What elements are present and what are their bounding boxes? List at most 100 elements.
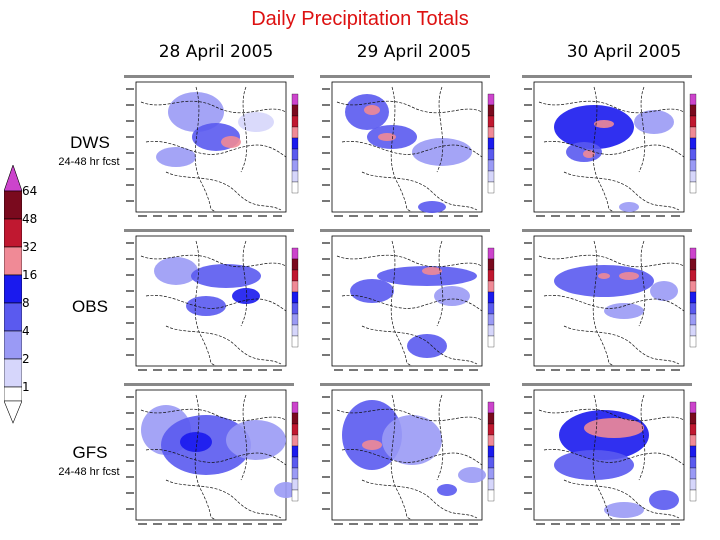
mini-colorbar-band [689,489,697,502]
precip-area [649,490,679,510]
lon-tick-label [551,215,560,217]
country-border [165,171,282,211]
lon-tick-label [671,369,680,371]
lat-tick-label [126,120,134,122]
lon-tick-label [581,523,590,525]
lat-tick-label [524,200,532,202]
precip-area [583,150,595,158]
mini-colorbar-band [487,456,495,469]
precip-area [650,281,678,301]
panel-caption-strip [522,75,692,78]
lat-tick-label [524,492,532,494]
legend-band-48-64 [4,190,22,220]
lat-tick-label [126,396,134,398]
lon-tick-label [364,523,373,525]
mini-colorbar-band [291,313,299,326]
lat-tick-label [322,476,330,478]
lat-tick-label [126,338,134,340]
country-border [194,86,217,213]
precip-area [634,110,674,134]
lat-tick-label [126,136,134,138]
panel-caption-strip [522,383,692,386]
lat-tick-label [126,184,134,186]
precip-area [180,432,212,452]
mini-colorbar-band [689,115,697,128]
precip-area [364,105,380,115]
row-sub-dws: 24-48 hr fcst [58,156,120,168]
column-title-30-april: 30 April 2005 [566,42,682,62]
mini-colorbar-band [689,247,697,260]
mini-colorbar-band [291,258,299,271]
lon-tick-label [168,523,177,525]
lat-tick-label [126,508,134,510]
mini-colorbar-band [487,93,495,106]
panel-caption-strip [124,383,294,386]
country-border [436,86,444,173]
country-border [543,140,685,158]
precip-area [434,286,470,306]
lon-tick-label [424,523,433,525]
country-border [145,294,287,312]
mini-colorbar-band [291,137,299,150]
legend-label-48: 48 [22,212,38,226]
column-title-28-april: 28 April 2005 [158,42,274,62]
legend-label-64: 64 [22,184,38,198]
lon-tick-label [641,523,650,525]
mini-colorbar-band [689,280,697,293]
legend-label-32: 32 [22,240,38,254]
mini-colorbar-band [487,434,495,447]
lat-tick-label [322,242,330,244]
lon-tick-label [349,369,358,371]
mini-colorbar-band [291,126,299,139]
country-border [563,171,680,211]
country-border [436,240,444,327]
precip-area [594,120,614,128]
mini-colorbar-band [487,247,495,260]
mini-colorbar-band [487,335,495,348]
country-border [638,86,646,173]
legend-band-8-16 [4,274,22,304]
map-frame [533,235,685,367]
legend-band-16-32 [4,246,22,276]
lon-tick-label [228,215,237,217]
mini-colorbar-band [689,335,697,348]
lat-tick-label [524,460,532,462]
mini-colorbar-band [689,302,697,315]
lon-tick-label [454,523,463,525]
mini-colorbar-band [487,291,495,304]
mini-colorbar-band [291,456,299,469]
precip-area [382,415,442,465]
mini-colorbar-band [689,412,697,425]
mini-colorbar-band [689,434,697,447]
country-border [240,86,248,173]
lat-tick-label [126,104,134,106]
lon-tick-label [424,369,433,371]
mini-colorbar-band [689,137,697,150]
mini-colorbar-band [689,159,697,172]
precip-area [418,201,446,213]
mini-colorbar-band [487,401,495,414]
lat-tick-label [126,290,134,292]
legend-band-1-2 [4,358,22,388]
lon-tick-label [596,215,605,217]
mini-colorbar-band [689,126,697,139]
mini-colorbar-band [291,181,299,194]
lat-tick-label [524,428,532,430]
lon-tick-label [183,523,192,525]
country-border [638,394,646,481]
lon-tick-label [581,215,590,217]
mini-colorbar-band [291,412,299,425]
lon-tick-label [243,369,252,371]
lon-tick-label [153,215,162,217]
legend-label-2: 2 [22,352,30,366]
precip-area [238,112,274,132]
legend-top-arrow [4,165,22,192]
mini-colorbar-band [487,148,495,161]
precip-area [554,105,634,149]
mini-colorbar-band [689,313,697,326]
panel-caption-strip [320,229,490,232]
lon-tick-label [183,215,192,217]
precip-area [377,266,477,286]
mini-colorbar-band [689,170,697,183]
lon-tick-label [198,523,207,525]
